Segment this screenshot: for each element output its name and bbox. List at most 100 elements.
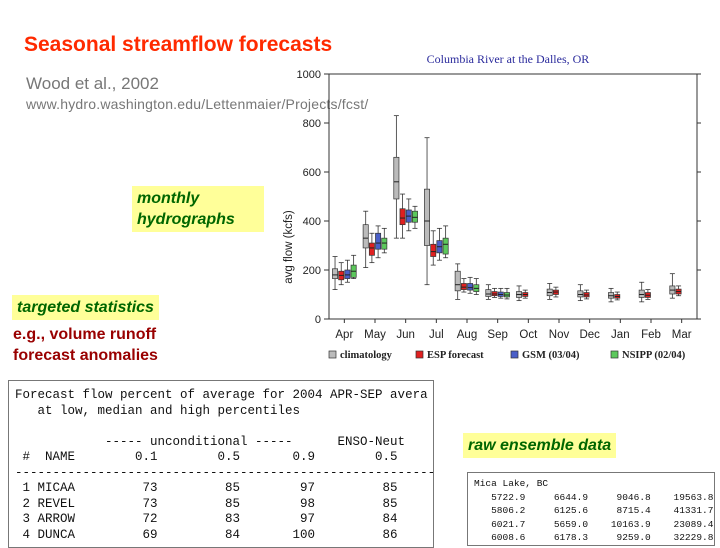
legend-label: ESP forecast [427,350,484,361]
nsipp-02-04--box [504,287,510,300]
esp-forecast-box [338,262,345,286]
box-iqr [460,283,467,290]
plot-area-frame [328,73,698,320]
box-iqr [368,242,375,256]
source-url: www.hydro.washington.edu/Lettenmaier/Pro… [26,96,369,112]
raw-ensemble-label: raw ensemble data [463,433,617,458]
climatology-box [454,263,461,300]
box-iqr [362,224,369,249]
raw-ensemble-table: Mica Lake, BC 5722.9 6644.9 9046.8 19563… [467,472,715,546]
forecast-table-line: Forecast flow percent of average for 200… [15,388,428,402]
climatology-box [393,115,400,239]
esp-forecast-box [552,286,559,298]
box-iqr [577,290,584,298]
esp-forecast-box [675,285,682,297]
esp-forecast-box [491,287,498,298]
y-tick-label: 400 [303,216,321,228]
nsipp-02-04--box [350,254,357,279]
esp-forecast-box [430,230,437,266]
x-tick-label: Apr [335,329,353,341]
box-iqr [332,268,338,279]
raw-ensemble-line: 5806.2 6125.6 8715.4 41331.7 [474,505,714,516]
climatology-box [546,283,553,300]
slide-title: Seasonal streamflow forecasts [24,33,333,56]
forecast-table-line: ----- unconditional ----- ENSO-Neut [15,434,406,449]
box-iqr [467,283,474,291]
box-iqr [454,270,461,292]
esp-forecast-box [399,193,406,239]
box-iqr [424,188,430,246]
forecast-table-line: 3 ARROW 72 83 97 84 [15,512,398,526]
x-tick-label: Nov [549,329,570,341]
box-iqr [393,156,400,200]
legend-swatch [415,350,424,359]
forecast-table-line: # NAME 0.1 0.5 0.9 0.5 [15,450,398,464]
climatology-box [669,273,676,299]
box-iqr [381,237,388,250]
legend-swatch [610,350,619,359]
x-tick-label: Jun [396,329,415,341]
nsipp-02-04--box [442,225,449,259]
climatology-box [516,285,522,302]
esp-forecast-box [614,291,621,301]
x-tick-label: Sep [487,329,507,341]
raw-ensemble-line: 6008.6 6178.3 9259.0 32229.8 [474,532,714,543]
raw-ensemble-line: Mica Lake, BC [474,478,549,489]
x-tick-label: Dec [579,329,600,341]
x-tick-label: Feb [641,329,661,341]
x-tick-label: Jul [429,329,444,341]
box-iqr [430,243,437,257]
climatology-box [332,256,338,291]
legend-swatch [510,350,519,359]
x-tick-label: Mar [672,329,692,341]
gsm-03-04--box [497,287,504,299]
legend-label: NSIPP (02/04) [622,350,686,361]
forecast-table-line: at low, median and high percentiles [15,403,301,418]
monthly-hydrographs-label: monthly hydrographs [132,186,264,232]
climatology-box [424,137,430,286]
y-axis-label: avg flow (kcfs) [283,210,295,284]
box-iqr [399,208,406,226]
nsipp-02-04--box [381,227,388,254]
gsm-03-04--box [344,259,351,283]
legend-label: GSM (03/04) [522,350,580,361]
esp-forecast-box [522,289,529,299]
climatology-box [577,284,584,302]
legend-label: climatology [340,350,393,361]
gsm-03-04--box [375,225,382,259]
forecast-table-line: ----------------------------------------… [15,465,434,480]
chart-title: Columbia River at the Dalles, OR [427,52,590,66]
legend-swatch [328,350,337,359]
forecast-table-line: 2 REVEL 73 85 98 85 [15,496,398,511]
x-tick-label: May [364,329,386,341]
y-tick-label: 600 [303,167,321,179]
nsipp-02-04--box [412,205,418,229]
esp-forecast-box [644,289,651,300]
hydrograph-chart: Columbia River at the Dalles, OR avg flo… [283,52,701,361]
author-citation: Wood et al., 2002 [26,74,159,93]
climatology-box [485,284,492,300]
climatology-box [638,281,645,303]
nsipp-02-04--box [473,278,480,295]
box-iqr [485,289,492,297]
y-tick-label: 200 [303,265,321,277]
box-iqr [344,269,351,279]
gsm-03-04--box [436,227,443,261]
statistics-line-1: e.g., volume runoff [13,326,157,343]
raw-ensemble-line: 6021.7 5659.0 10163.9 23089.4 [474,518,714,530]
esp-forecast-box [583,289,590,300]
y-tick-label: 0 [315,314,321,326]
y-tick-label: 1000 [297,69,321,81]
esp-forecast-box [368,232,375,264]
climatology-box [608,287,614,303]
x-tick-label: Oct [519,329,538,341]
statistics-line-2: forecast anomalies [13,347,158,364]
box-iqr [638,289,645,298]
x-tick-label: Jan [611,329,630,341]
raw-ensemble-line: 5722.9 6644.9 9046.8 19563.8 [474,491,714,503]
x-tick-label: Aug [457,329,477,341]
forecast-statistics-table: Forecast flow percent of average for 200… [8,380,434,548]
box-iqr [375,232,382,250]
statistics-description: e.g., volume runoff forecast anomalies [13,324,158,366]
y-tick-label: 800 [303,118,321,130]
